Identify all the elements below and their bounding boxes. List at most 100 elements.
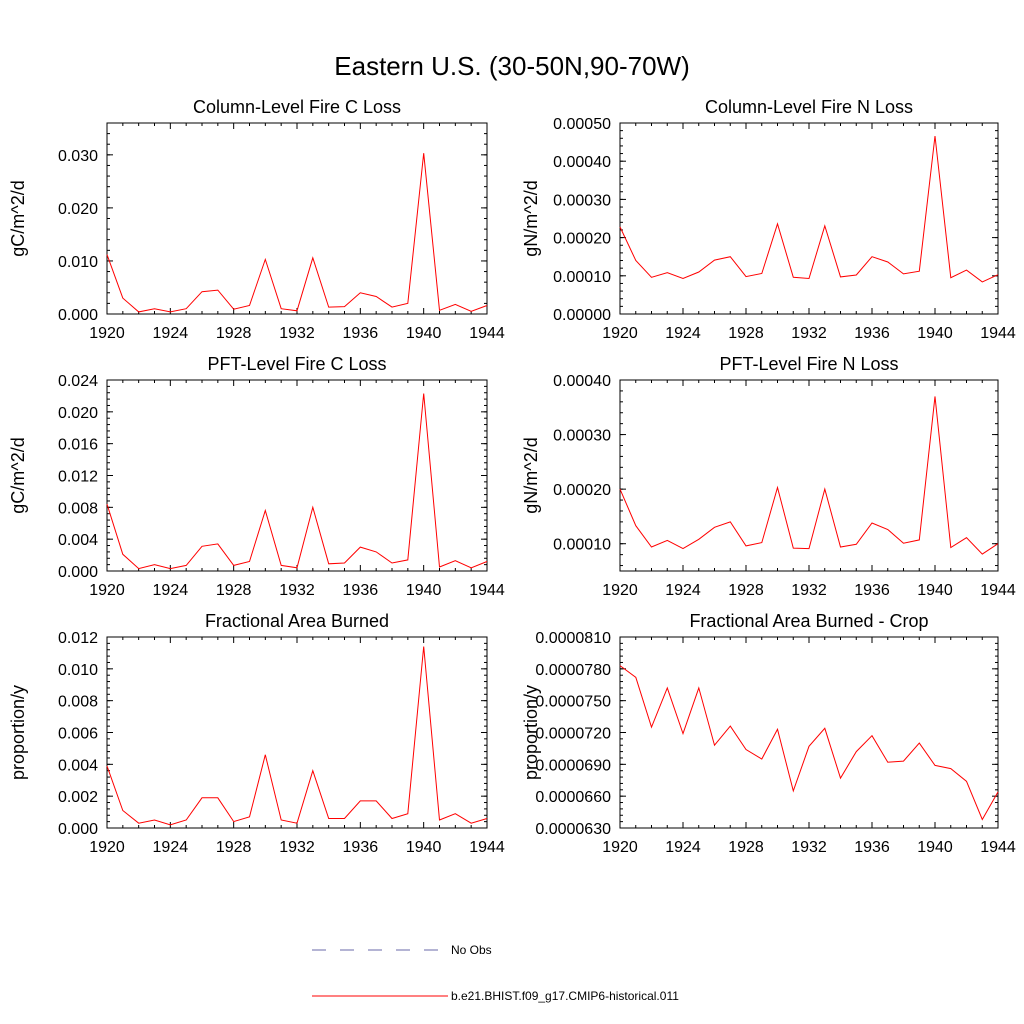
x-tick-label: 1940: [406, 325, 442, 342]
chart-panel-3: PFT-Level Fire C Loss gC/m^2/d 1920 1924 192…: [8, 354, 505, 599]
x-tick-label: 1920: [89, 325, 125, 342]
plot-frame: [619, 379, 999, 572]
chart-title: PFT-Level Fire C Loss: [207, 354, 386, 374]
y-tick-label: 0.000: [58, 307, 98, 324]
chart-panel-6: Fractional Area Burned - Crop proportion/…: [521, 611, 1016, 856]
y-tick-label: 0.00020: [553, 231, 611, 248]
x-tick-label: 1924: [153, 325, 189, 342]
x-tick-label: 1936: [854, 839, 890, 856]
y-tick-label: 0.000: [58, 564, 98, 581]
y-tick-label: 0.0000630: [535, 821, 611, 838]
y-tick-label: 0.0000780: [535, 662, 611, 679]
y-axis-label: gC/m^2/d: [8, 437, 28, 513]
y-tick-label: 0.00000: [553, 307, 611, 324]
x-tick-label: 1924: [153, 582, 189, 599]
series-line-model: [106, 393, 488, 570]
y-axis-label: gN/m^2/d: [521, 180, 541, 256]
y-tick-label: 0.00010: [553, 269, 611, 286]
page-title: Eastern U.S. (30-50N,90-70W): [334, 51, 689, 81]
chart-title: Column-Level Fire C Loss: [193, 97, 401, 117]
x-tick-label: 1932: [791, 839, 827, 856]
y-tick-label: 0.004: [58, 532, 98, 549]
y-tick-label: 0.004: [58, 757, 98, 774]
y-tick-label: 0.008: [58, 694, 98, 711]
chart-panel-2: Column-Level Fire N Loss gN/m^2/d 1920 1924…: [521, 97, 1016, 342]
x-tick-label: 1920: [602, 582, 638, 599]
y-tick-label: 0.020: [58, 201, 98, 218]
plot-frame: [619, 636, 999, 829]
y-tick-label: 0.010: [58, 254, 98, 271]
x-tick-label: 1924: [665, 582, 701, 599]
legend-label-model: b.e21.BHIST.f09_g17.CMIP6-historical.011: [451, 989, 679, 1003]
x-tick-label: 1928: [216, 582, 252, 599]
series-line-model: [619, 396, 999, 555]
x-tick-label: 1924: [665, 839, 701, 856]
x-tick-label: 1928: [728, 582, 764, 599]
x-tick-label: 1936: [343, 325, 379, 342]
y-axis-label: gN/m^2/d: [521, 437, 541, 513]
panels: Column-Level Fire C Loss gC/m^2/d 1920 1924…: [8, 97, 1016, 856]
series-line-model: [619, 665, 999, 821]
y-tick-label: 0.012: [58, 630, 98, 647]
y-tick-label: 0.00030: [553, 428, 611, 445]
y-tick-label: 0.016: [58, 437, 98, 454]
x-tick-label: 1944: [469, 325, 505, 342]
x-tick-label: 1928: [728, 839, 764, 856]
y-tick-label: 0.024: [58, 373, 98, 390]
x-tick-label: 1928: [216, 839, 252, 856]
chart-title: Fractional Area Burned - Crop: [689, 611, 928, 631]
y-tick-label: 0.0000720: [535, 726, 611, 743]
x-tick-label: 1928: [216, 325, 252, 342]
y-tick-label: 0.00020: [553, 482, 611, 499]
y-tick-label: 0.00040: [553, 373, 611, 390]
y-tick-label: 0.012: [58, 469, 98, 486]
x-tick-label: 1940: [917, 582, 953, 599]
x-tick-label: 1920: [89, 582, 125, 599]
y-tick-label: 0.0000690: [535, 757, 611, 774]
y-tick-label: 0.00050: [553, 116, 611, 133]
x-tick-label: 1920: [89, 839, 125, 856]
x-tick-label: 1944: [980, 582, 1016, 599]
chart-panel-4: PFT-Level Fire N Loss gN/m^2/d 1920 1924 192…: [521, 354, 1016, 599]
x-tick-label: 1932: [791, 325, 827, 342]
y-tick-label: 0.002: [58, 789, 98, 806]
y-tick-label: 0.0000660: [535, 789, 611, 806]
x-tick-label: 1932: [279, 839, 315, 856]
chart-title: PFT-Level Fire N Loss: [719, 354, 898, 374]
x-tick-label: 1936: [343, 839, 379, 856]
x-tick-label: 1940: [917, 839, 953, 856]
y-tick-label: 0.008: [58, 500, 98, 517]
x-tick-label: 1944: [980, 325, 1016, 342]
series-line-model: [106, 646, 488, 826]
x-tick-label: 1924: [665, 325, 701, 342]
plot-frame: [106, 379, 488, 572]
x-tick-label: 1940: [406, 839, 442, 856]
chart-title: Fractional Area Burned: [205, 611, 389, 631]
x-tick-label: 1932: [279, 325, 315, 342]
x-tick-label: 1936: [854, 582, 890, 599]
y-tick-label: 0.00030: [553, 192, 611, 209]
y-tick-label: 0.006: [58, 726, 98, 743]
y-axis-label: proportion/y: [521, 685, 541, 780]
x-tick-label: 1944: [980, 839, 1016, 856]
x-tick-label: 1932: [791, 582, 827, 599]
x-tick-label: 1940: [917, 325, 953, 342]
x-tick-label: 1920: [602, 325, 638, 342]
chart-panel-1: Column-Level Fire C Loss gC/m^2/d 1920 1924…: [8, 97, 505, 342]
x-tick-label: 1920: [602, 839, 638, 856]
legend-label-obs: No Obs: [451, 943, 492, 957]
x-tick-label: 1936: [854, 325, 890, 342]
x-tick-label: 1924: [153, 839, 189, 856]
y-axis-label: proportion/y: [8, 685, 28, 780]
x-tick-label: 1940: [406, 582, 442, 599]
y-tick-label: 0.010: [58, 662, 98, 679]
x-tick-label: 1936: [343, 582, 379, 599]
series-line-model: [106, 153, 488, 313]
x-tick-label: 1944: [469, 582, 505, 599]
y-tick-label: 0.00040: [553, 154, 611, 171]
y-tick-label: 0.00010: [553, 537, 611, 554]
plot-frame: [106, 636, 488, 829]
chart-panel-5: Fractional Area Burned proportion/y 1920 19…: [8, 611, 505, 856]
y-tick-label: 0.020: [58, 405, 98, 422]
